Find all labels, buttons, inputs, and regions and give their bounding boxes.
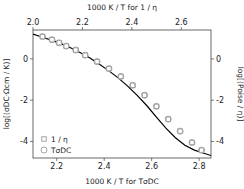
x-tick-label: 2.2 bbox=[50, 162, 63, 171]
y2-tick bbox=[211, 100, 214, 101]
y-tick bbox=[30, 100, 33, 101]
x-tick bbox=[104, 158, 105, 161]
point bbox=[130, 82, 136, 88]
point bbox=[119, 74, 123, 78]
point bbox=[199, 148, 203, 152]
y2-tick-label: -2 bbox=[216, 96, 224, 105]
y2-tick-label: 0 bbox=[216, 55, 221, 64]
point bbox=[74, 48, 78, 52]
point bbox=[142, 92, 148, 98]
x2-tick bbox=[82, 27, 83, 30]
y2-axis-label: log[(Poise / η)] bbox=[236, 67, 244, 122]
x2-tick-label: 2.2 bbox=[76, 18, 89, 27]
x-tick-label: 2.4 bbox=[98, 162, 111, 171]
x2-tick-label: 2.0 bbox=[27, 18, 40, 27]
x2-tick bbox=[131, 27, 132, 30]
x-axis-label: 1000 K / T for TσDC bbox=[85, 177, 159, 186]
point bbox=[177, 128, 183, 134]
point bbox=[94, 59, 100, 65]
point bbox=[95, 59, 99, 63]
point bbox=[40, 34, 44, 38]
y2-tick bbox=[211, 58, 214, 59]
point bbox=[106, 66, 112, 72]
point bbox=[64, 44, 68, 48]
point bbox=[56, 40, 62, 46]
y2-tick bbox=[211, 141, 214, 142]
point bbox=[189, 140, 195, 146]
x2-tick-label: 2.4 bbox=[126, 18, 139, 27]
legend-marker bbox=[41, 147, 47, 153]
plot-frame bbox=[33, 30, 211, 158]
point bbox=[63, 43, 69, 49]
point bbox=[130, 83, 134, 87]
series-1 bbox=[40, 34, 203, 152]
y-tick bbox=[30, 141, 33, 142]
point bbox=[50, 38, 54, 42]
y-tick-label: 0 bbox=[23, 55, 28, 64]
series-2 bbox=[39, 34, 204, 154]
x2-axis-label: 1000 K / T for 1 / η bbox=[87, 3, 157, 12]
x-tick-label: 2.6 bbox=[145, 162, 158, 171]
point bbox=[199, 147, 205, 153]
point bbox=[153, 103, 159, 109]
point bbox=[190, 140, 194, 144]
legend-label: TσDC bbox=[50, 146, 71, 155]
point bbox=[83, 53, 87, 57]
point bbox=[57, 41, 61, 45]
chart: 2.2 2.4 2.6 2.8 2.0 2.2 2.4 2.6 -4 -2 0 -4 -2 0 1000 K… bbox=[0, 0, 244, 189]
fit-line bbox=[33, 34, 211, 155]
axes: 2.2 2.4 2.6 2.8 2.0 2.2 2.4 2.6 -4 -2 0 -4 -2 0 bbox=[20, 18, 224, 171]
x2-tick bbox=[181, 27, 182, 30]
legend-marker bbox=[42, 137, 46, 141]
y-axis-label: log[(σDC·Ωcm / K)] bbox=[2, 59, 11, 130]
point bbox=[82, 52, 88, 58]
x-tick bbox=[151, 158, 152, 161]
x-tick bbox=[199, 158, 200, 161]
point bbox=[142, 93, 146, 97]
legend-label: 1 / η bbox=[51, 135, 68, 144]
y-tick-label: -2 bbox=[20, 96, 28, 105]
point bbox=[178, 129, 182, 133]
y2-tick-label: -4 bbox=[216, 137, 224, 146]
point bbox=[154, 104, 158, 108]
x2-tick bbox=[33, 27, 34, 30]
point bbox=[118, 73, 124, 79]
legend: 1 / η TσDC bbox=[41, 135, 71, 155]
point bbox=[107, 66, 111, 70]
y-tick bbox=[30, 58, 33, 59]
x-tick bbox=[56, 158, 57, 161]
y-tick-label: -4 bbox=[20, 137, 28, 146]
point bbox=[49, 37, 55, 43]
data bbox=[33, 34, 211, 156]
x-tick-label: 2.8 bbox=[193, 162, 206, 171]
point bbox=[39, 34, 45, 40]
point bbox=[166, 117, 170, 121]
point bbox=[165, 116, 171, 122]
x2-tick-label: 2.6 bbox=[175, 18, 188, 27]
point bbox=[73, 47, 79, 53]
